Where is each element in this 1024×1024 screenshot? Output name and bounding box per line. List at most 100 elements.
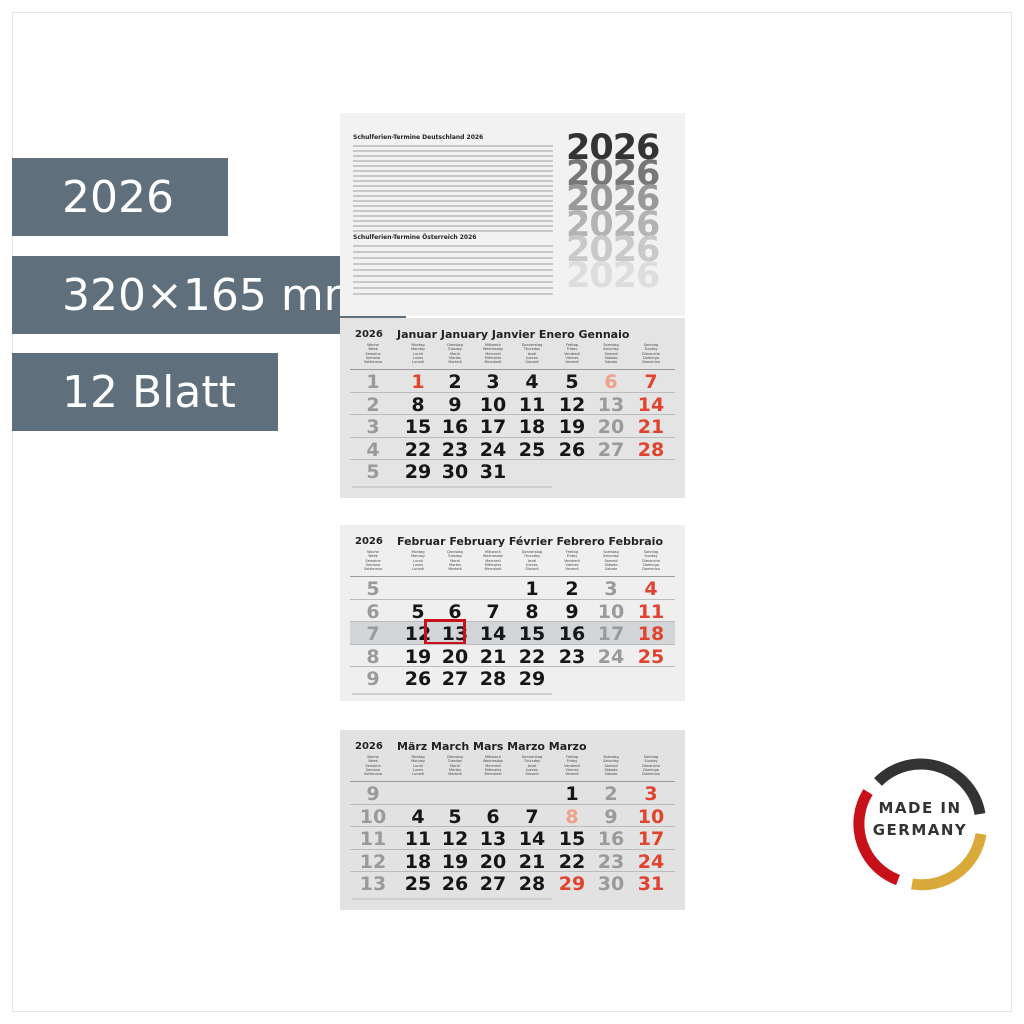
table-row-de bbox=[353, 200, 553, 202]
school-holidays-de-title: Schulferien-Termine Deutschland 2026 bbox=[353, 134, 484, 141]
day-cell: 20 bbox=[597, 416, 625, 439]
week-number: 2 bbox=[366, 393, 380, 416]
year-label: 2026 bbox=[12, 158, 228, 236]
table-row-de bbox=[353, 180, 553, 182]
year-stack-text: 2026 bbox=[566, 204, 660, 245]
day-cell: 6 bbox=[486, 805, 500, 828]
month-year: 2026 bbox=[355, 536, 383, 547]
day-cell: 29 bbox=[404, 461, 432, 484]
day-cell: 31 bbox=[479, 461, 507, 484]
day-cell: 4 bbox=[525, 371, 539, 393]
table-row-de bbox=[353, 225, 553, 227]
table-row-de bbox=[353, 165, 553, 167]
day-cell: 26 bbox=[558, 438, 586, 461]
weekday-header: Sonntag Sunday Dimanche Domingo Domenica bbox=[642, 343, 660, 365]
table-row-de bbox=[353, 170, 553, 172]
day-cell: 16 bbox=[441, 416, 469, 439]
day-cell: 4 bbox=[644, 578, 658, 600]
badge-line1: MADE IN bbox=[878, 799, 962, 817]
day-cell: 30 bbox=[441, 461, 469, 484]
week-row: 7 12 13 14 15 16 17 18 bbox=[350, 621, 675, 646]
weekday-header: Donnerstag Thursday Jeudi Jueves Giovedì bbox=[521, 755, 543, 777]
weekday-header: Woche Week Semaine Semana Settimana bbox=[363, 755, 382, 777]
month-year: 2026 bbox=[355, 741, 383, 752]
week-number: 8 bbox=[366, 645, 380, 668]
table-row-at bbox=[353, 287, 553, 289]
table-row-at bbox=[353, 263, 553, 265]
day-cell: 15 bbox=[404, 416, 432, 439]
day-cell: 27 bbox=[597, 438, 625, 461]
day-cell: 12 bbox=[441, 828, 469, 851]
table-row-de bbox=[353, 150, 553, 152]
table-row-at bbox=[353, 293, 553, 295]
week-row: 10 4 5 6 7 8 9 10 bbox=[350, 803, 675, 828]
day-cell: 8 bbox=[411, 393, 425, 416]
day-cell: 8 bbox=[525, 600, 539, 623]
year-stack-text: 2026 bbox=[566, 179, 660, 219]
weekday-header: Woche Week Semaine Semana Settimana bbox=[363, 550, 382, 572]
day-cell: 11 bbox=[404, 828, 432, 851]
day-cell: 7 bbox=[644, 371, 658, 393]
day-cell: 22 bbox=[404, 438, 432, 461]
day-cell: 20 bbox=[479, 850, 507, 873]
weekday-header: Mittwoch Wednesday Mercredi Miércoles Me… bbox=[482, 343, 504, 365]
day-cell: 10 bbox=[597, 600, 625, 623]
table-row-de bbox=[353, 230, 553, 232]
badge-arc-black bbox=[874, 758, 986, 816]
day-cell: 22 bbox=[558, 850, 586, 873]
image-frame bbox=[12, 12, 1012, 1012]
week-number: 3 bbox=[366, 416, 380, 439]
day-cell: 19 bbox=[558, 416, 586, 439]
day-cell: 28 bbox=[518, 873, 546, 896]
week-number: 10 bbox=[359, 805, 387, 828]
day-cell: 19 bbox=[404, 645, 432, 668]
sheets-label: 12 Blatt bbox=[12, 353, 278, 431]
day-cell: 30 bbox=[597, 873, 625, 896]
day-cell: 12 bbox=[558, 393, 586, 416]
week-number: 5 bbox=[366, 461, 380, 484]
week-row: 5 1 2 3 4 bbox=[350, 576, 675, 600]
day-cell: 10 bbox=[637, 805, 665, 828]
day-cell: 9 bbox=[565, 600, 579, 623]
day-cell: 17 bbox=[479, 416, 507, 439]
week-row: 3 15 16 17 18 19 20 21 bbox=[350, 414, 675, 439]
table-row-de bbox=[353, 215, 553, 217]
table-row-de bbox=[353, 185, 553, 187]
table-row-at bbox=[353, 245, 553, 247]
day-cell: 23 bbox=[597, 850, 625, 873]
weekday-header: Samstag Saturday Samedi Sábado Sabato bbox=[603, 755, 619, 777]
day-cell: 21 bbox=[479, 645, 507, 668]
day-cell: 5 bbox=[411, 600, 425, 623]
day-cell: 10 bbox=[479, 393, 507, 416]
day-cell: 26 bbox=[404, 668, 432, 691]
day-cell: 25 bbox=[637, 645, 665, 668]
weekday-header: Sonntag Sunday Dimanche Domingo Domenica bbox=[642, 550, 660, 572]
month-sheet-january: 20 26 Januar January Janvier Enero Gennaio… bbox=[340, 318, 685, 498]
day-cell: 31 bbox=[637, 873, 665, 896]
day-cell: 6 bbox=[448, 600, 462, 623]
table-row-de bbox=[353, 190, 553, 192]
day-cell: 2 bbox=[565, 578, 579, 600]
year-stack-text: 2026 bbox=[566, 255, 660, 296]
week-number: 13 bbox=[359, 873, 387, 896]
day-cell: 13 bbox=[441, 623, 469, 646]
day-cell: 14 bbox=[637, 393, 665, 416]
year-stack-text: 2026 bbox=[566, 230, 660, 270]
day-cell: 17 bbox=[637, 828, 665, 851]
day-cell: 7 bbox=[525, 805, 539, 828]
day-cell: 9 bbox=[448, 393, 462, 416]
year-stack-text: 2026 bbox=[566, 153, 660, 194]
day-cell: 22 bbox=[518, 645, 546, 668]
table-row-de bbox=[353, 155, 553, 157]
week-row: 11 11 12 13 14 15 16 17 bbox=[350, 826, 675, 851]
table-row-at bbox=[353, 257, 553, 259]
month-name: Januar January Janvier Enero Gennaio bbox=[397, 328, 630, 341]
weekday-header: Montag Monday Lundi Lunes Lunedì bbox=[411, 343, 425, 365]
week-row: 2 8 9 10 11 12 13 14 bbox=[350, 391, 675, 416]
day-cell: 24 bbox=[479, 438, 507, 461]
day-cell: 2 bbox=[604, 783, 618, 805]
table-row-de bbox=[353, 195, 553, 197]
day-cell: 27 bbox=[441, 668, 469, 691]
day-cell: 16 bbox=[597, 828, 625, 851]
week-number: 1 bbox=[366, 371, 380, 393]
